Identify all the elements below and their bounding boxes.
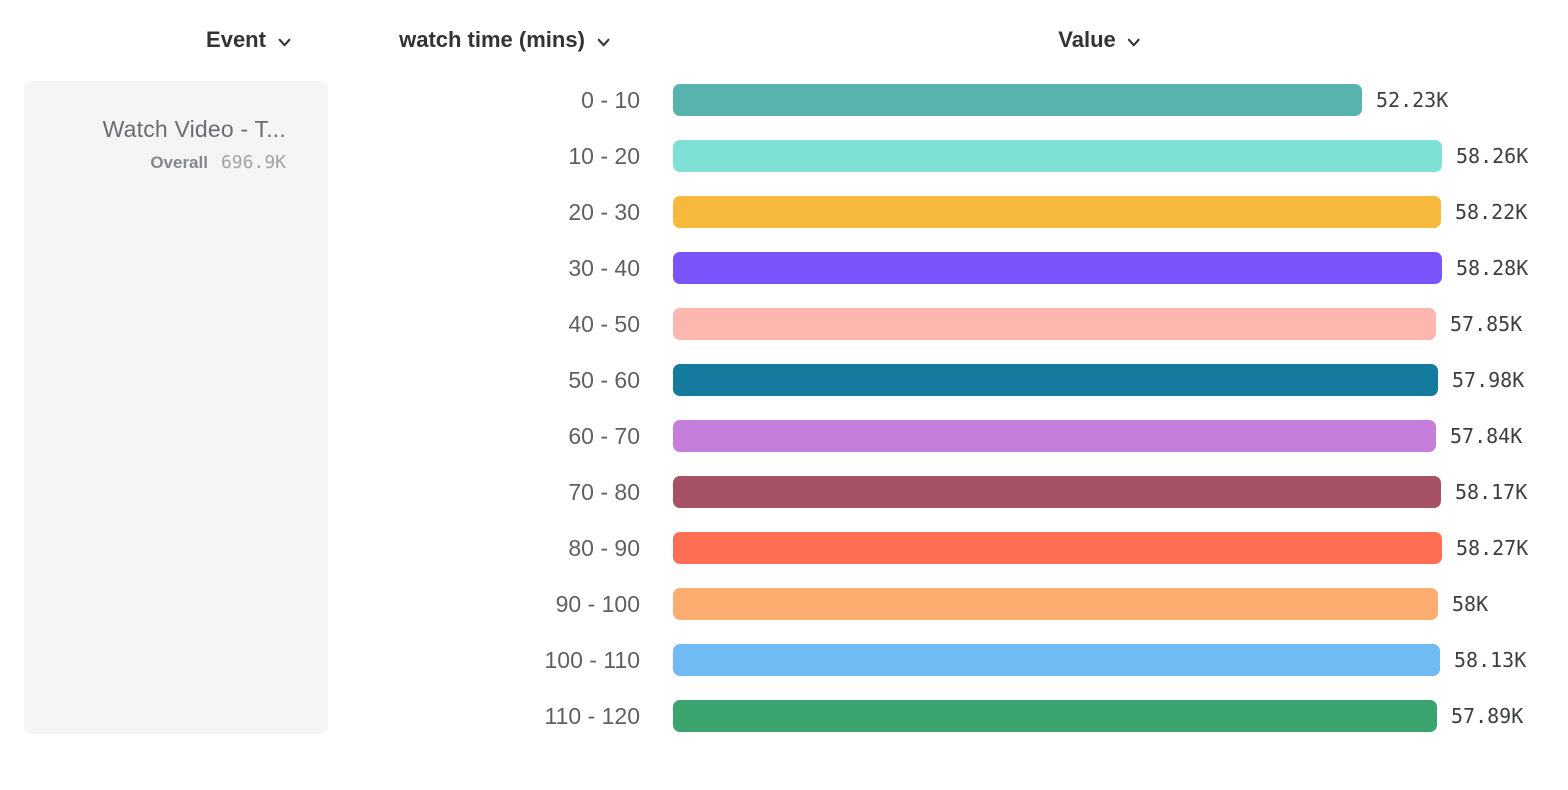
value-label: 57.89K xyxy=(1451,704,1524,728)
bar-segment[interactable] xyxy=(673,196,1441,228)
category-label: 0 - 10 xyxy=(581,87,640,113)
category-label: 20 - 30 xyxy=(568,199,640,225)
category-label: 110 - 120 xyxy=(544,703,640,729)
value-label: 52.23K xyxy=(1376,88,1449,112)
chevron-down-icon xyxy=(597,38,610,46)
bar-segment[interactable] xyxy=(673,532,1442,564)
chart-row: 30 - 40 58.28K xyxy=(0,252,1568,284)
event-column-dropdown[interactable]: Event xyxy=(206,27,292,53)
chart-row: 0 - 10 52.23K xyxy=(0,84,1568,116)
breakdown-column-label: watch time (mins) xyxy=(399,27,585,52)
value-label: 57.85K xyxy=(1450,312,1523,336)
chart-row: 90 - 100 58K xyxy=(0,588,1568,620)
breakdown-column-dropdown[interactable]: watch time (mins) xyxy=(399,27,611,53)
bar-segment[interactable] xyxy=(673,588,1438,620)
category-label: 50 - 60 xyxy=(568,367,640,393)
overall-value: 696.9K xyxy=(220,152,286,173)
bar-segment[interactable] xyxy=(673,700,1437,732)
bar-segment[interactable] xyxy=(673,308,1436,340)
bar-segment[interactable] xyxy=(673,476,1441,508)
chart-row: 110 - 120 57.89K xyxy=(0,700,1568,732)
value-label: 57.98K xyxy=(1452,368,1525,392)
bar-segment[interactable] xyxy=(673,364,1438,396)
chart-row: 10 - 20 58.26K xyxy=(0,140,1568,172)
category-label: 100 - 110 xyxy=(544,647,640,673)
bar-segment[interactable] xyxy=(673,84,1362,116)
value-label: 58.28K xyxy=(1456,256,1529,280)
event-title: Watch Video - T... xyxy=(102,116,286,142)
overall-row: Overall 696.9K xyxy=(24,152,286,173)
value-label: 58.17K xyxy=(1455,480,1528,504)
category-label: 90 - 100 xyxy=(555,591,640,617)
bar-segment[interactable] xyxy=(673,644,1440,676)
category-label: 40 - 50 xyxy=(568,311,640,337)
chart-row: 20 - 30 58.22K xyxy=(0,196,1568,228)
value-label: 58.27K xyxy=(1456,536,1529,560)
bar-segment[interactable] xyxy=(673,252,1442,284)
chart-row: 40 - 50 57.85K xyxy=(0,308,1568,340)
chart-row: 80 - 90 58.27K xyxy=(0,532,1568,564)
value-label: 57.84K xyxy=(1450,424,1523,448)
chevron-down-icon xyxy=(1128,38,1141,46)
value-label: 58.26K xyxy=(1456,144,1529,168)
value-label: 58.22K xyxy=(1455,200,1528,224)
event-column-label: Event xyxy=(206,27,266,52)
category-label: 70 - 80 xyxy=(568,479,640,505)
chevron-down-icon xyxy=(278,38,291,46)
chart-row: 50 - 60 57.98K xyxy=(0,364,1568,396)
category-label: 10 - 20 xyxy=(568,143,640,169)
value-column-dropdown[interactable]: Value xyxy=(1058,27,1141,53)
bar-segment[interactable] xyxy=(673,420,1436,452)
bar-segment[interactable] xyxy=(673,140,1442,172)
category-label: 30 - 40 xyxy=(568,255,640,281)
value-label: 58.13K xyxy=(1454,648,1527,672)
event-card: Watch Video - T... Overall 696.9K xyxy=(24,81,328,734)
overall-label: Overall xyxy=(150,153,208,172)
value-label: 58K xyxy=(1452,592,1489,616)
chart-row: 100 - 110 58.13K xyxy=(0,644,1568,676)
value-column-label: Value xyxy=(1058,27,1116,52)
category-label: 80 - 90 xyxy=(568,535,640,561)
chart-row: 60 - 70 57.84K xyxy=(0,420,1568,452)
chart-row: 70 - 80 58.17K xyxy=(0,476,1568,508)
category-label: 60 - 70 xyxy=(568,423,640,449)
